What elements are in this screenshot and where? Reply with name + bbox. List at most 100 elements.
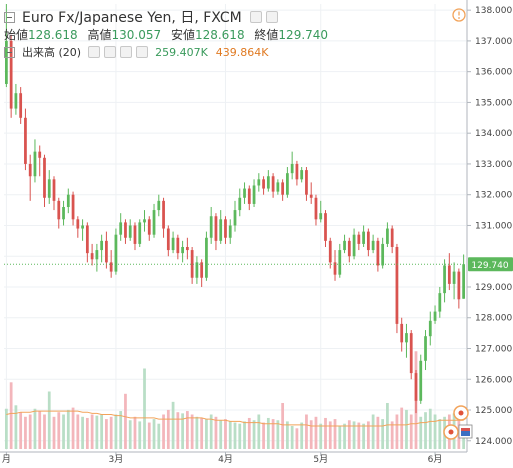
candle: [414, 370, 418, 414]
candle-body: [171, 237, 175, 251]
collapse-volume-icon[interactable]: [4, 46, 15, 58]
candle-body: [457, 271, 461, 300]
candle-body: [138, 222, 142, 244]
candle: [209, 207, 213, 244]
candle: [14, 83, 18, 115]
candle: [171, 231, 175, 254]
volume-bar: [309, 420, 313, 449]
candle: [43, 154, 46, 208]
volume-bar: [438, 419, 442, 449]
volume-bar: [290, 426, 294, 449]
candle: [390, 225, 394, 254]
candle: [5, 4, 8, 88]
volume-bar: [52, 416, 56, 449]
candle-body: [81, 225, 84, 229]
candle-body: [362, 231, 365, 244]
candle-body: [205, 237, 208, 278]
candle-body: [262, 179, 265, 189]
collapse-icon[interactable]: [4, 11, 15, 23]
ohlc-row: 始値128.618 高値130.057 安値128.618 終値129.740: [4, 26, 328, 43]
candle: [233, 200, 237, 232]
candle-body: [57, 200, 61, 220]
candle-body: [343, 240, 346, 251]
volume-bar: [219, 420, 223, 449]
candle: [271, 173, 275, 198]
candle-body: [43, 157, 46, 198]
volume-bar: [162, 414, 165, 449]
event-marker-icon[interactable]: [453, 405, 469, 421]
event-marker-icon[interactable]: [443, 424, 459, 440]
volume-visibility-icon[interactable]: [88, 46, 101, 58]
volume-bar: [66, 409, 70, 449]
candle: [419, 354, 423, 404]
volume-bar: [24, 416, 27, 449]
overlay-icons[interactable]: [443, 8, 473, 440]
candle: [338, 243, 342, 278]
close-value: 129.740: [278, 28, 329, 42]
volume-legend-row: 出来高 (20) 259.407K 439.864K: [4, 44, 268, 60]
volume-bar: [9, 382, 13, 449]
candle: [124, 219, 127, 244]
volume-bar: [85, 417, 89, 449]
volume-bar: [157, 423, 161, 449]
settings-icon[interactable]: [265, 11, 278, 23]
volume-bar: [176, 412, 180, 449]
y-tick-label: 124.000: [475, 437, 512, 447]
candle-body: [9, 40, 13, 109]
volume-settings-icon[interactable]: [104, 46, 117, 58]
volume-bar: [200, 417, 204, 449]
volume-close-icon[interactable]: [120, 46, 133, 58]
volume-label[interactable]: 出来高 (20): [22, 46, 82, 59]
volume-bar: [409, 414, 413, 449]
candle-body: [462, 264, 465, 299]
flag-icon[interactable]: [458, 424, 473, 439]
volume-more-icon[interactable]: [136, 46, 149, 58]
event-marker-dot: [448, 429, 454, 435]
candle-body: [85, 225, 89, 254]
volume-bar: [119, 411, 123, 449]
exclamation-circle-icon[interactable]: [452, 8, 466, 22]
candle: [19, 87, 23, 124]
volume-bar: [266, 417, 270, 449]
candle: [300, 167, 304, 183]
candle-body: [162, 200, 165, 229]
candle-body: [433, 311, 437, 321]
volume-bar: [33, 408, 37, 449]
volume-bar: [343, 423, 346, 449]
candle: [347, 237, 351, 263]
candle: [362, 225, 365, 247]
volume-bar: [362, 423, 365, 449]
candle: [71, 191, 75, 226]
candle-body: [109, 262, 113, 272]
candle: [33, 139, 37, 183]
candle: [195, 256, 199, 284]
candle: [424, 330, 427, 371]
candle: [400, 317, 404, 352]
volume-bar: [166, 409, 170, 449]
candle-body: [52, 179, 56, 201]
volume-bar: [133, 416, 137, 449]
candle: [281, 179, 285, 201]
volume-bar: [128, 420, 132, 449]
volume-bar: [328, 421, 332, 449]
candle-body: [376, 240, 380, 266]
symbol-title[interactable]: Euro Fx/Japanese Yen, 日, FXCM: [22, 10, 242, 26]
volume-bar: [105, 419, 108, 449]
candle: [366, 228, 370, 257]
candle: [433, 305, 437, 324]
volume-bar: [28, 414, 32, 449]
y-tick-label: 125.000: [475, 406, 512, 416]
volume-bar: [185, 411, 189, 449]
visibility-icon[interactable]: [249, 11, 262, 23]
candle-body: [105, 240, 108, 263]
candle: [162, 197, 165, 238]
low-value: 128.618: [194, 28, 245, 42]
open-label: 始値: [4, 28, 29, 42]
volume-bar: [400, 407, 404, 449]
candle: [319, 200, 323, 223]
candle-body: [281, 182, 285, 195]
candle: [47, 170, 51, 204]
